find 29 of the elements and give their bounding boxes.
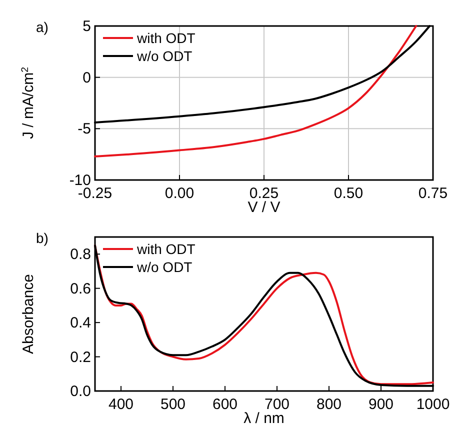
y-tick-label: -5 bbox=[78, 120, 91, 138]
x-axis-title: V / V bbox=[248, 199, 280, 216]
x-tick-label: 1000 bbox=[416, 396, 450, 413]
legend-label: w/o ODT bbox=[136, 259, 193, 275]
x-axis-title: λ / nm bbox=[244, 410, 284, 427]
legend-label: with ODT bbox=[136, 241, 196, 257]
x-tick-label: 600 bbox=[212, 396, 238, 413]
y-axis-title: Absorbance bbox=[20, 274, 37, 354]
chart-title: b) bbox=[36, 230, 48, 246]
line-series bbox=[94, 25, 418, 158]
y-tick-label: 0.6 bbox=[70, 280, 91, 298]
chart-title: a) bbox=[36, 19, 48, 35]
x-tick-label: 0.75 bbox=[418, 185, 448, 202]
y-tick-label: 0.8 bbox=[70, 246, 91, 264]
x-tick-label: 800 bbox=[316, 396, 342, 413]
legend-label: w/o ODT bbox=[136, 48, 193, 64]
y-tick-label: 0.2 bbox=[70, 348, 91, 366]
x-tick-label: 700 bbox=[264, 396, 290, 413]
y-tick-label: 0 bbox=[82, 69, 91, 86]
y-tick-label: 5 bbox=[82, 18, 91, 35]
x-tick-label: 0.25 bbox=[249, 185, 279, 202]
x-tick-label: 0.50 bbox=[334, 185, 364, 202]
y-tick-label: 0.4 bbox=[70, 314, 91, 332]
x-tick-label: 900 bbox=[368, 396, 394, 413]
x-tick-label: 400 bbox=[108, 396, 134, 413]
legend-label: with ODT bbox=[136, 30, 196, 46]
y-tick-label: 0.0 bbox=[70, 383, 91, 400]
x-tick-label: 500 bbox=[160, 396, 186, 413]
x-tick-label: 0.00 bbox=[164, 185, 194, 202]
